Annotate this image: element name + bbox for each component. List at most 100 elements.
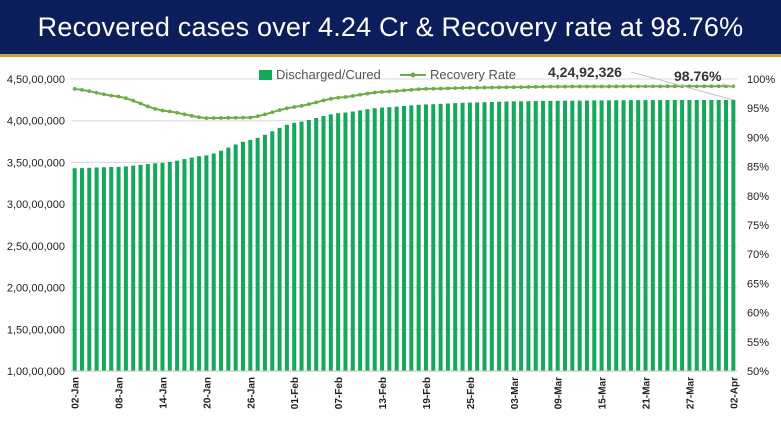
recovery-rate-point — [211, 116, 216, 120]
recovery-rate-point — [555, 84, 560, 89]
bar-discharged — [167, 161, 172, 371]
bar-discharged — [504, 101, 509, 371]
annotations: 4,24,92,326 98.76% — [548, 64, 734, 101]
recovery-rate-point — [255, 114, 260, 119]
recovery-rate-point — [270, 110, 275, 115]
recovery-rate-point — [197, 115, 201, 120]
recovery-rate-point — [102, 92, 106, 97]
x-tick-label-6: 07-Feb — [334, 377, 345, 409]
bar-discharged — [284, 124, 289, 372]
bar-discharged — [299, 121, 304, 371]
y-right-tick-label-3: 65% — [747, 278, 769, 290]
bar-discharged — [680, 99, 685, 372]
recovery-rate-point — [409, 87, 414, 92]
recovery-rate-point — [643, 84, 648, 89]
bar-discharged — [248, 139, 253, 371]
recovery-rate-point — [285, 106, 289, 111]
bar-discharged — [328, 114, 333, 371]
bar-discharged — [519, 101, 524, 371]
x-tick-label-13: 21-Mar — [642, 377, 653, 409]
y-right-tick-label-0: 50% — [747, 366, 769, 378]
bar-discharged — [636, 100, 641, 371]
recovery-rate-point — [109, 93, 114, 98]
bar-discharged — [482, 102, 487, 371]
recovery-rate-point — [541, 84, 545, 89]
recovery-rate-point — [138, 101, 143, 106]
bar-discharged — [233, 144, 238, 371]
recovery-rate-point — [672, 84, 677, 89]
legend-swatch-marker-recovery — [410, 72, 416, 78]
bar-discharged — [475, 102, 480, 371]
bar-discharged — [321, 116, 326, 371]
bar-discharged — [138, 164, 143, 371]
recovery-rate-point — [621, 84, 626, 89]
bar-discharged — [226, 147, 231, 371]
recovery-rate-point — [577, 84, 582, 89]
recovery-rate-point — [694, 84, 699, 89]
recovery-rate-point — [570, 84, 575, 89]
bar-discharged — [94, 167, 99, 371]
recovery-rate-point — [87, 89, 92, 94]
bar-discharged — [153, 163, 158, 371]
recovery-rate-point — [453, 86, 458, 91]
recovery-rate-point — [628, 84, 633, 89]
bar-discharged — [533, 101, 538, 371]
recovery-rate-point — [504, 85, 509, 90]
recovery-rate-point — [153, 106, 158, 111]
y-right-tick-label-10: 100% — [747, 74, 775, 86]
recovery-rate-point — [482, 85, 487, 90]
recovery-rate-point — [702, 84, 706, 89]
x-tick-label-0: 02-Jan — [71, 377, 82, 409]
y-right-tick-label-9: 95% — [747, 103, 769, 115]
bar-discharged — [87, 167, 92, 371]
y-right-tick-label-2: 60% — [747, 308, 769, 320]
bar-discharged — [109, 167, 114, 371]
recovery-rate-point — [585, 84, 589, 89]
bar-discharged — [182, 159, 187, 371]
bar-discharged — [211, 153, 216, 371]
bar-discharged — [592, 100, 597, 371]
recovery-rate-point — [226, 115, 231, 120]
bar-discharged — [438, 103, 443, 371]
bar-discharged — [101, 167, 106, 371]
recovery-rate-point — [387, 89, 392, 94]
recovery-rate-point — [336, 95, 341, 100]
recovery-rate-point — [189, 113, 194, 118]
recovery-rate-point — [372, 90, 377, 95]
y-right-tick-label-8: 90% — [747, 132, 769, 144]
recovery-rate-point — [489, 85, 494, 90]
recovery-rate-point — [343, 95, 348, 99]
bar-discharged — [577, 100, 582, 371]
recovery-rate-point — [665, 84, 670, 89]
bar-discharged — [240, 141, 246, 371]
x-tick-label-12: 15-Mar — [598, 377, 609, 409]
bar-discharged — [401, 105, 407, 372]
bar-discharged — [541, 100, 546, 372]
recovery-rate-point — [204, 116, 209, 121]
bar-discharged — [731, 99, 736, 371]
bar-discharged — [262, 134, 267, 371]
bar-discharged — [431, 104, 436, 371]
bar-discharged — [716, 99, 721, 371]
recovery-rate-point — [123, 96, 128, 101]
x-tick-label-3: 20-Jan — [202, 377, 213, 409]
bar-discharged — [160, 162, 165, 371]
bar-discharged — [555, 100, 560, 372]
recovery-rate-point — [80, 87, 84, 92]
y-left-tick-label-3: 2,50,00,000 — [7, 241, 65, 253]
bar-discharged — [277, 127, 282, 371]
recovery-rate-point — [650, 84, 655, 89]
bar-discharged — [665, 100, 670, 371]
bar-discharged — [606, 100, 611, 372]
recovery-rate-point — [402, 88, 406, 93]
bar-discharged — [255, 137, 260, 371]
bar-discharged — [453, 103, 458, 371]
bar-discharged — [672, 100, 677, 372]
recovery-rate-point — [350, 94, 355, 98]
bar-series-discharged — [72, 99, 736, 372]
recovery-rate-point — [72, 87, 77, 91]
recovery-rate-point — [394, 89, 399, 93]
legend-label-discharged: Discharged/Cured — [276, 67, 381, 82]
recovery-rate-point — [167, 109, 172, 114]
recovery-rate-point — [438, 86, 443, 91]
